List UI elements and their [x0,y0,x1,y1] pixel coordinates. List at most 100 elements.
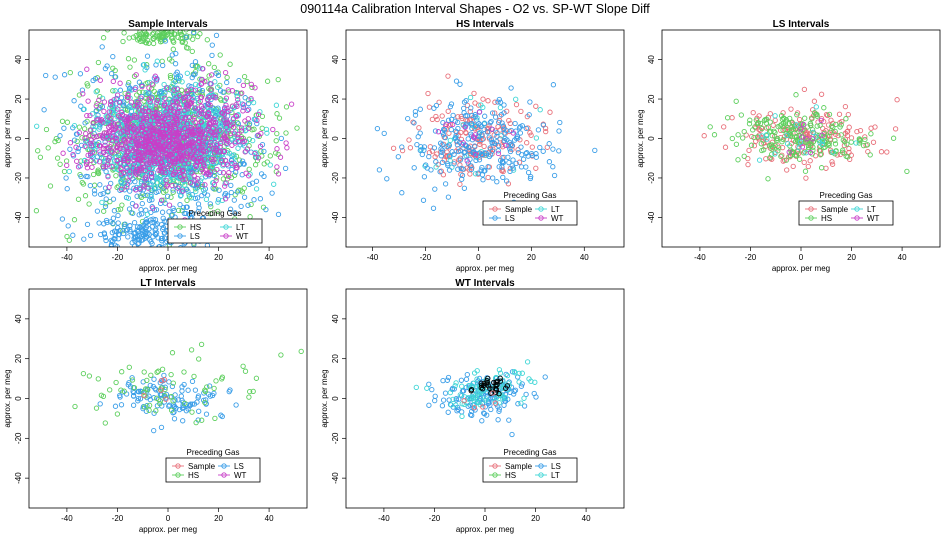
data-point-wt [198,118,204,125]
data-point-hs [170,46,176,52]
x-tick-label: -40 [378,514,390,523]
data-point-wt [142,167,149,174]
data-point-ls [440,397,447,403]
data-point-hs [748,142,755,148]
data-point-wt [196,134,203,141]
y-tick-label: -40 [14,211,23,223]
data-point-ls [136,212,142,218]
data-point-ls [494,179,500,185]
data-point-hs [63,158,70,164]
data-point-ls [446,153,453,159]
data-point-lt [85,139,91,146]
data-point-ls [102,185,109,191]
data-point-ls [118,402,125,408]
data-point-ls [496,408,502,414]
data-point-ls [161,372,167,379]
data-point-ls [442,390,449,396]
data-point-sample [425,90,431,97]
data-point-hs [740,135,746,141]
data-point-hs [778,153,784,160]
data-point-ls [519,152,525,158]
data-point-wt [126,138,132,144]
data-point-ls [246,106,252,112]
data-point-hs [120,228,126,234]
data-point-wt [179,139,186,145]
legend-swatch-point [492,215,498,221]
data-point-hs [258,148,264,154]
data-point-hs [151,88,157,95]
data-point-wt [142,105,149,111]
data-point-sample [513,101,520,108]
data-point-ls [479,136,485,143]
data-point-hs [141,369,147,375]
data-point-lt [203,196,210,203]
data-point-wt [222,196,229,202]
data-point-sample [878,149,885,155]
data-point-wt [160,113,166,120]
data-point-wt [76,129,82,136]
legend-title: Preceding Gas [504,448,557,457]
data-point-wt [175,185,181,191]
x-tick-label: 40 [580,253,589,262]
data-point-ls [493,401,499,407]
data-point-hs [79,179,85,186]
data-point-wt [84,165,91,171]
data-point-wt [165,152,172,159]
legend-entry-label: Sample [505,462,533,471]
data-point-lt [461,394,468,400]
data-point-wt [115,121,121,127]
data-point-ls [459,176,465,182]
data-point-ls [526,112,532,118]
data-point-wt [211,116,217,122]
data-point-ls [52,74,58,80]
data-point-ls [148,192,154,198]
data-point-wt [60,150,66,156]
data-point-ls [487,120,493,126]
data-point-ls [206,391,212,397]
data-point-lt [853,140,859,146]
data-point-ls [151,376,157,382]
data-point-hs [148,372,154,378]
data-point-black [487,385,493,392]
data-point-sample [846,124,852,130]
data-point-wt [172,169,178,175]
data-point-ls [215,72,222,79]
data-point-lt [148,185,155,191]
data-point-ls [446,397,452,403]
data-point-wt [135,149,141,155]
data-point-ls [103,196,109,202]
data-point-wt [163,122,169,129]
data-point-wt [73,144,79,150]
data-point-hs [159,38,165,44]
data-point-wt [254,117,260,124]
data-point-hs [735,157,741,163]
data-point-wt [144,137,150,143]
data-point-sample [457,162,463,168]
data-point-ls [117,392,123,399]
data-point-ls [146,90,152,96]
data-point-sample [751,143,758,149]
data-point-wt [219,110,226,116]
data-point-sample [506,117,512,124]
data-point-black [484,379,490,385]
data-point-wt [223,180,229,186]
data-point-hs [283,130,289,136]
data-point-ls [509,163,515,169]
data-point-ls [63,175,69,181]
data-point-ls [517,130,524,136]
data-point-ls [192,387,199,393]
data-point-wt [103,151,109,158]
data-point-wt [125,178,131,184]
data-point-hs [842,139,848,145]
data-point-hs [753,117,759,123]
data-point-wt [198,81,204,87]
data-point-ls [466,144,472,151]
data-point-hs [212,415,218,422]
data-point-ls [112,228,118,234]
data-point-ls [524,150,530,156]
data-point-ls [180,418,186,424]
data-point-sample [533,165,539,171]
data-point-ls [172,61,179,67]
data-point-wt [222,183,228,189]
